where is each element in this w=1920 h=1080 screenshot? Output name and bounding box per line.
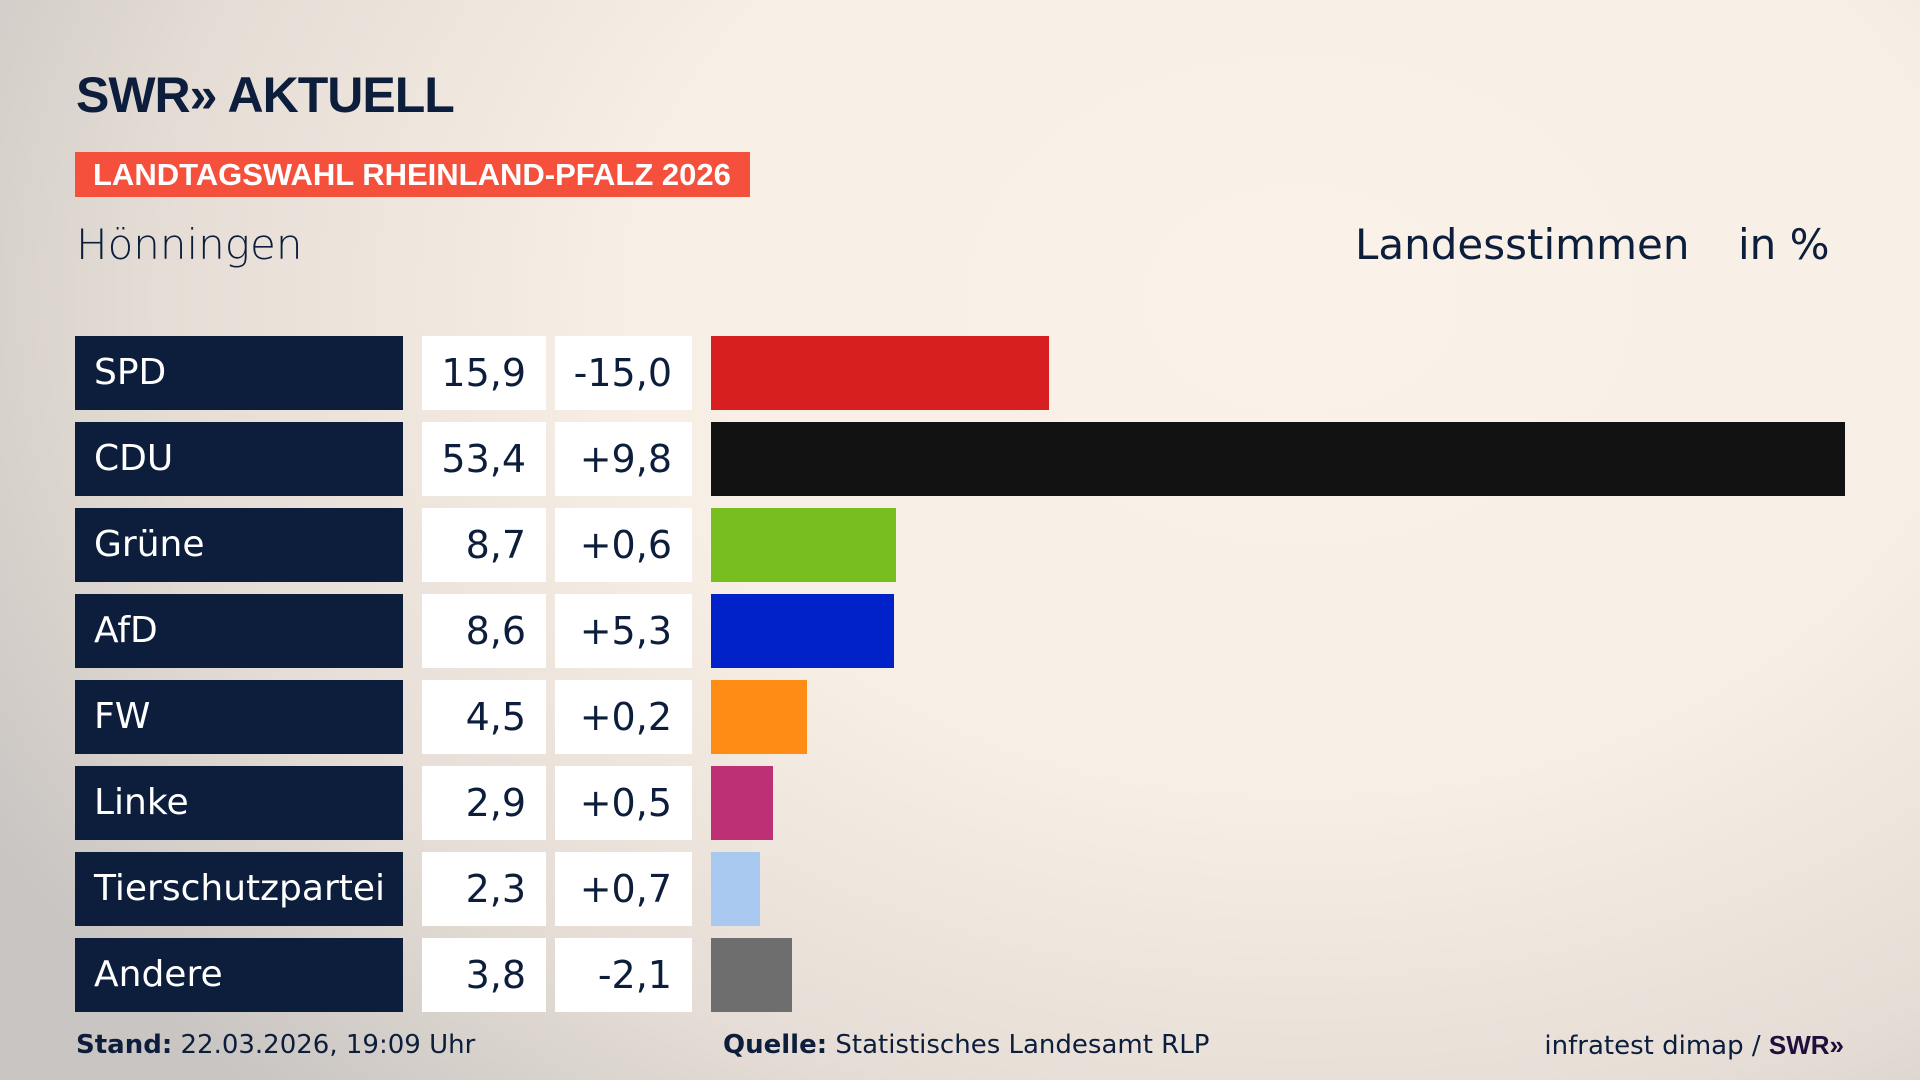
party-value: 15,9 xyxy=(422,336,546,410)
timestamp: Stand: 22.03.2026, 19:09 Uhr xyxy=(76,1030,475,1060)
party-value: 4,5 xyxy=(422,680,546,754)
place-title: Hönningen xyxy=(76,220,303,269)
party-row: CDU 53,4 +9,8 xyxy=(75,422,1875,496)
party-label: Andere xyxy=(75,938,403,1012)
party-label: AfD xyxy=(75,594,403,668)
election-banner: LANDTAGSWAHL RHEINLAND-PFALZ 2026 xyxy=(75,152,750,197)
unit-label: in % xyxy=(1738,220,1830,269)
party-value: 2,3 xyxy=(422,852,546,926)
source: Quelle: Statistisches Landesamt RLP xyxy=(723,1030,1209,1060)
party-value: 53,4 xyxy=(422,422,546,496)
source-label: Quelle: xyxy=(723,1030,828,1060)
party-bar xyxy=(711,508,896,582)
party-label: FW xyxy=(75,680,403,754)
party-bar xyxy=(711,852,760,926)
party-bar xyxy=(711,680,807,754)
party-bar xyxy=(711,594,894,668)
swr-aktuell-logo: SWR» AKTUELL xyxy=(76,67,455,123)
party-change: +0,5 xyxy=(555,766,692,840)
stand-label: Stand: xyxy=(76,1030,173,1060)
party-value: 3,8 xyxy=(422,938,546,1012)
party-change: +0,6 xyxy=(555,508,692,582)
party-bar xyxy=(711,422,1845,496)
party-row: SPD 15,9 -15,0 xyxy=(75,336,1875,410)
party-value: 8,7 xyxy=(422,508,546,582)
party-row: Grüne 8,7 +0,6 xyxy=(75,508,1875,582)
party-change: +0,2 xyxy=(555,680,692,754)
party-row: Andere 3,8 -2,1 xyxy=(75,938,1875,1012)
party-label: Linke xyxy=(75,766,403,840)
party-row: FW 4,5 +0,2 xyxy=(75,680,1875,754)
party-change: +9,8 xyxy=(555,422,692,496)
party-label: CDU xyxy=(75,422,403,496)
credit: infratest dimap / SWR» xyxy=(1544,1030,1844,1061)
party-label: Tierschutzpartei xyxy=(75,852,403,926)
party-change: +5,3 xyxy=(555,594,692,668)
party-label: Grüne xyxy=(75,508,403,582)
party-row: Tierschutzpartei 2,3 +0,7 xyxy=(75,852,1875,926)
party-row: AfD 8,6 +5,3 xyxy=(75,594,1875,668)
party-change: +0,7 xyxy=(555,852,692,926)
party-bar xyxy=(711,766,773,840)
credit-text: infratest dimap / xyxy=(1544,1031,1769,1061)
source-value: Statistisches Landesamt RLP xyxy=(827,1030,1210,1060)
party-bar xyxy=(711,938,792,1012)
party-label: SPD xyxy=(75,336,403,410)
party-row: Linke 2,9 +0,5 xyxy=(75,766,1875,840)
metric-label: Landesstimmen xyxy=(1355,220,1690,269)
party-value: 8,6 xyxy=(422,594,546,668)
party-change: -15,0 xyxy=(555,336,692,410)
party-bar xyxy=(711,336,1049,410)
party-change: -2,1 xyxy=(555,938,692,1012)
stand-value: 22.03.2026, 19:09 Uhr xyxy=(172,1030,476,1060)
party-value: 2,9 xyxy=(422,766,546,840)
swr-logo: SWR» xyxy=(1768,1030,1844,1060)
